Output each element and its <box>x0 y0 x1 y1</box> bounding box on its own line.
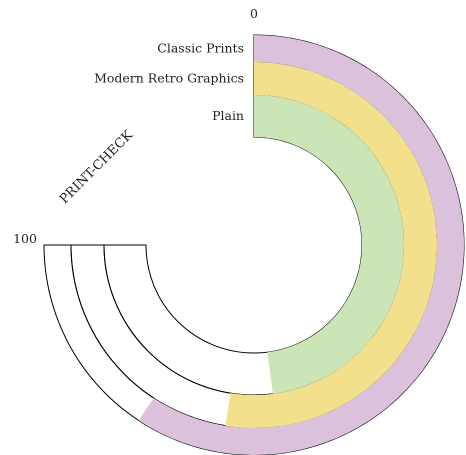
category-label-modern-retro-graphics: Modern Retro Graphics <box>94 71 244 86</box>
bar-modern-retro-graphics <box>225 62 437 428</box>
category-label-plain: Plain <box>212 108 244 123</box>
bar-plain <box>254 95 405 394</box>
axis-tick-max: 100 <box>13 231 37 246</box>
label-layer: 0 100 PRINT-CHECK Classic Prints Modern R… <box>13 6 258 246</box>
chart-title: PRINT-CHECK <box>57 128 136 207</box>
axis-tick-min: 0 <box>250 6 258 21</box>
category-label-classic-prints: Classic Prints <box>157 41 244 56</box>
bar-classic-prints <box>138 35 465 455</box>
bar-layer <box>138 35 465 455</box>
